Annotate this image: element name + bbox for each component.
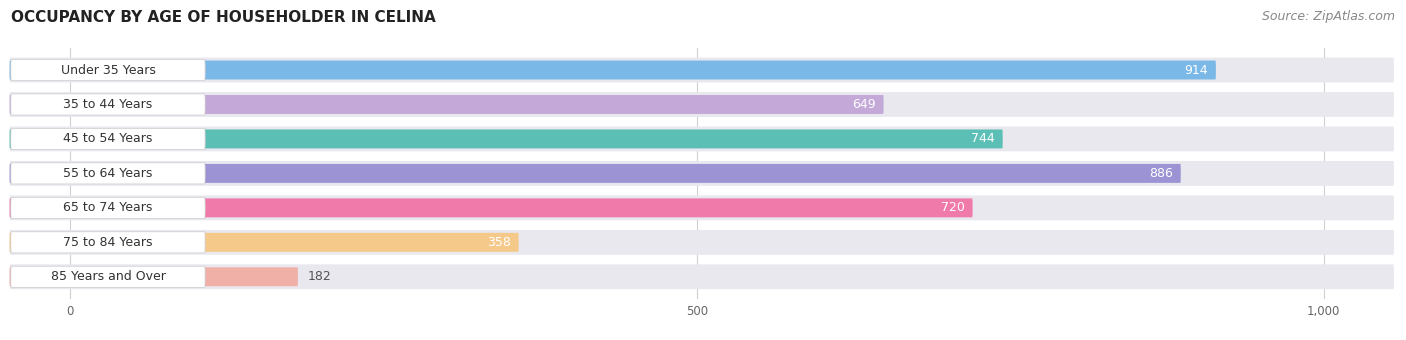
FancyBboxPatch shape [10, 161, 1393, 186]
FancyBboxPatch shape [10, 233, 519, 252]
Text: 45 to 54 Years: 45 to 54 Years [63, 133, 153, 146]
FancyBboxPatch shape [11, 197, 205, 218]
Text: 35 to 44 Years: 35 to 44 Years [63, 98, 153, 111]
Text: Under 35 Years: Under 35 Years [60, 64, 156, 76]
Text: 75 to 84 Years: 75 to 84 Years [63, 236, 153, 249]
FancyBboxPatch shape [11, 94, 205, 115]
FancyBboxPatch shape [10, 164, 1181, 183]
Text: 720: 720 [941, 201, 965, 214]
Text: 886: 886 [1149, 167, 1173, 180]
FancyBboxPatch shape [10, 198, 973, 217]
FancyBboxPatch shape [11, 266, 205, 287]
Text: 744: 744 [972, 133, 995, 146]
FancyBboxPatch shape [11, 232, 205, 253]
Text: Source: ZipAtlas.com: Source: ZipAtlas.com [1261, 10, 1395, 23]
FancyBboxPatch shape [10, 95, 883, 114]
FancyBboxPatch shape [10, 92, 1393, 117]
Text: 649: 649 [852, 98, 876, 111]
Text: 358: 358 [488, 236, 512, 249]
FancyBboxPatch shape [10, 57, 1393, 82]
FancyBboxPatch shape [10, 265, 1393, 289]
FancyBboxPatch shape [10, 267, 298, 286]
FancyBboxPatch shape [11, 129, 205, 150]
FancyBboxPatch shape [10, 130, 1002, 149]
Text: 182: 182 [308, 270, 332, 283]
FancyBboxPatch shape [11, 163, 205, 184]
Text: 55 to 64 Years: 55 to 64 Years [63, 167, 153, 180]
FancyBboxPatch shape [11, 59, 205, 81]
Text: 65 to 74 Years: 65 to 74 Years [63, 201, 153, 214]
FancyBboxPatch shape [10, 126, 1393, 151]
FancyBboxPatch shape [10, 230, 1393, 255]
Text: OCCUPANCY BY AGE OF HOUSEHOLDER IN CELINA: OCCUPANCY BY AGE OF HOUSEHOLDER IN CELIN… [11, 10, 436, 25]
FancyBboxPatch shape [10, 195, 1393, 220]
FancyBboxPatch shape [10, 61, 1216, 80]
Text: 914: 914 [1185, 64, 1208, 76]
Text: 85 Years and Over: 85 Years and Over [51, 270, 166, 283]
